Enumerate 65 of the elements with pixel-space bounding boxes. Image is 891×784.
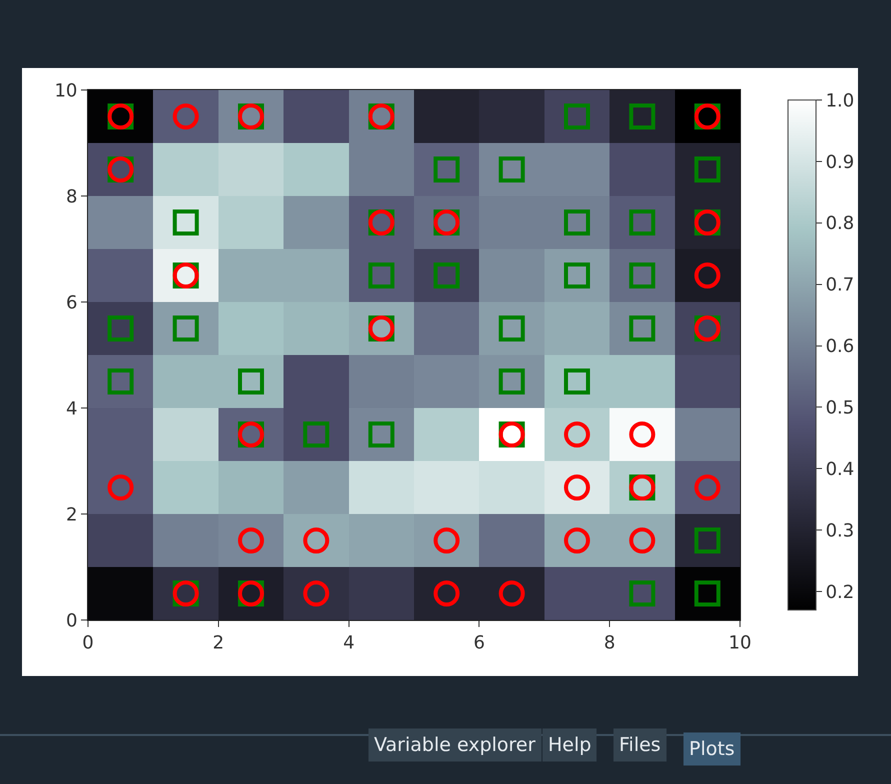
point — [629, 422, 656, 448]
color-bar-label: 0.3 — [826, 520, 854, 542]
color-bar-label: 0.9 — [826, 152, 854, 173]
point — [629, 580, 656, 606]
point — [629, 262, 656, 288]
point — [434, 580, 460, 606]
point — [629, 210, 656, 236]
x-tick-label: 0 — [82, 632, 94, 654]
x-tick-label: 8 — [604, 632, 616, 654]
y-tick-label: 2 — [66, 504, 78, 526]
text: Variable explorer — [374, 734, 536, 756]
point — [303, 528, 330, 554]
point — [434, 528, 460, 554]
text: Plots — [689, 738, 735, 760]
color-bar-label: 0.2 — [826, 582, 854, 603]
point — [564, 210, 590, 236]
point — [498, 156, 525, 182]
color-bar-label: 1.0 — [826, 90, 854, 112]
point — [629, 316, 656, 342]
point — [172, 316, 199, 342]
point — [108, 474, 134, 500]
point — [694, 156, 720, 182]
point — [498, 580, 525, 606]
point — [368, 422, 394, 448]
text: Files — [619, 734, 661, 756]
color-bar-label: 0.6 — [826, 336, 854, 358]
color-bar-label: 0.7 — [826, 274, 854, 296]
x-tick-label: 6 — [473, 632, 485, 654]
point — [564, 262, 590, 288]
point — [238, 528, 264, 554]
point — [498, 368, 525, 394]
point — [629, 104, 656, 130]
x-tick-label: 2 — [212, 632, 224, 654]
point — [694, 262, 720, 288]
y-tick-label: 4 — [66, 398, 78, 420]
y-tick-label: 6 — [66, 292, 78, 314]
x-tick-label: 10 — [728, 632, 752, 654]
point — [694, 580, 720, 606]
point — [172, 210, 199, 236]
point — [564, 528, 590, 554]
point — [564, 368, 590, 394]
point — [238, 368, 264, 394]
point — [564, 104, 590, 130]
y-tick-label: 8 — [66, 186, 78, 208]
point — [629, 528, 656, 554]
point — [108, 316, 134, 342]
point — [564, 422, 590, 448]
point — [172, 104, 199, 130]
y-tick-label: 0 — [66, 610, 78, 632]
point — [694, 474, 720, 500]
point — [303, 422, 330, 448]
color-bar-label: 0.5 — [826, 398, 854, 419]
point — [694, 528, 720, 554]
point — [498, 316, 525, 342]
point — [303, 580, 330, 606]
color-bar-label: 0.8 — [826, 213, 854, 234]
point — [434, 262, 460, 288]
point — [564, 474, 590, 500]
text: Help — [548, 734, 592, 756]
color-bar-label: 0.4 — [826, 458, 854, 480]
point — [434, 156, 460, 182]
point — [368, 262, 394, 288]
x-tick-label: 4 — [343, 632, 355, 654]
y-tick-label: 10 — [54, 80, 78, 102]
point — [108, 368, 134, 394]
